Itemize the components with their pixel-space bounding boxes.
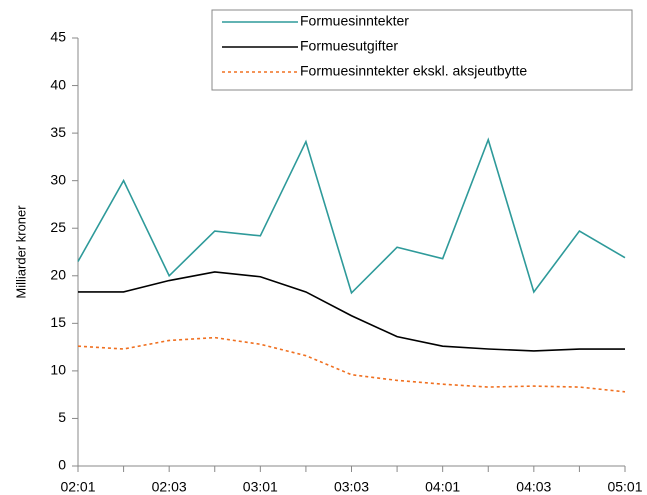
x-tick-label: 05:01 [607,479,642,495]
y-axis-label: Milliarder kroner [13,205,28,299]
series-line [77,137,626,295]
x-tick-label: 04:01 [425,479,460,495]
y-tick-label: 25 [50,219,66,235]
x-tick-label: 03:01 [243,479,278,495]
x-tick-label: 02:01 [60,479,95,495]
y-tick-label: 45 [50,29,66,45]
y-tick-label: 40 [50,76,66,92]
y-tick-label: 20 [50,266,66,282]
legend-label: Formuesinntekter ekskl. aksjeutbytte [300,63,527,79]
series-line [78,271,625,352]
legend-label: Formuesutgifter [300,38,398,54]
y-tick-label: 15 [50,314,66,330]
y-tick-label: 0 [58,457,66,473]
y-tick-label: 35 [50,124,66,140]
legend [211,9,633,91]
x-tick-label: 04:03 [516,479,551,495]
y-tick-label: 5 [58,409,66,425]
x-tick-label: 02:03 [152,479,187,495]
y-tick-label: 30 [50,171,66,187]
legend-label: Formuesinntekter [300,13,409,29]
x-tick-label: 03:03 [334,479,369,495]
series-line [77,336,626,393]
y-tick-label: 10 [50,362,66,378]
